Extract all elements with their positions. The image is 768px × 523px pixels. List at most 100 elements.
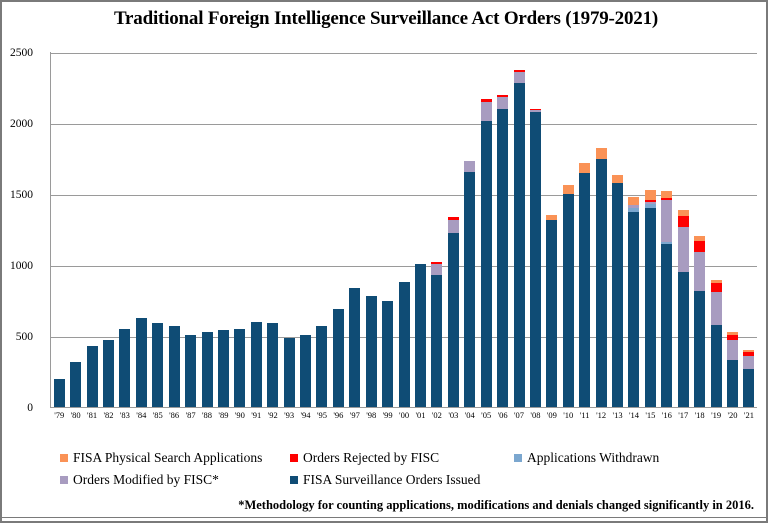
bar-stack bbox=[168, 326, 180, 407]
bar-column[interactable] bbox=[445, 52, 461, 407]
x-axis-tick-label: '94 bbox=[300, 410, 311, 420]
legend-item[interactable]: Applications Withdrawn bbox=[514, 450, 659, 466]
bar-segment bbox=[661, 200, 673, 242]
bar-column[interactable] bbox=[133, 52, 149, 407]
bar-stack bbox=[217, 330, 229, 407]
bar-column[interactable] bbox=[577, 52, 593, 407]
chart-title: Traditional Foreign Intelligence Surveil… bbox=[113, 8, 658, 29]
bar-column[interactable] bbox=[544, 52, 560, 407]
x-axis-tick-label: '01 bbox=[415, 410, 426, 420]
bar-stack bbox=[283, 338, 295, 407]
bar-column[interactable] bbox=[379, 52, 395, 407]
bar-stack bbox=[267, 323, 279, 407]
legend-item[interactable]: FISA Surveillance Orders Issued bbox=[290, 472, 480, 488]
bar-segment bbox=[743, 355, 755, 369]
bar-segment bbox=[529, 108, 541, 111]
bar-segment bbox=[382, 300, 394, 407]
bar-segment bbox=[710, 279, 722, 284]
bar-column[interactable] bbox=[51, 52, 67, 407]
bar-column[interactable] bbox=[691, 52, 707, 407]
bar-segment bbox=[562, 194, 574, 407]
gridline bbox=[50, 195, 757, 196]
x-axis-tick-label: '88 bbox=[201, 410, 213, 420]
bar-column[interactable] bbox=[281, 52, 297, 407]
bar-column[interactable] bbox=[527, 52, 543, 407]
bar-column[interactable] bbox=[166, 52, 182, 407]
bar-stack bbox=[431, 262, 443, 407]
x-axis-tick-label: '21 bbox=[743, 410, 754, 420]
bar-segment bbox=[283, 338, 295, 407]
bar-column[interactable] bbox=[609, 52, 625, 407]
bar-segment bbox=[612, 183, 624, 407]
bar-stack bbox=[250, 321, 262, 407]
bar-column[interactable] bbox=[741, 52, 757, 407]
bar-segment bbox=[185, 334, 197, 407]
x-axis-tick-label: '96 bbox=[333, 410, 344, 420]
bar-column[interactable] bbox=[150, 52, 166, 407]
x-axis-tick-label: '03 bbox=[448, 410, 459, 420]
bar-column[interactable] bbox=[642, 52, 658, 407]
bar-column[interactable] bbox=[100, 52, 116, 407]
bar-segment bbox=[694, 235, 706, 241]
bar-column[interactable] bbox=[314, 52, 330, 407]
bar-segment bbox=[677, 227, 689, 273]
bar-stack bbox=[562, 184, 574, 407]
bar-column[interactable] bbox=[412, 52, 428, 407]
bar-stack bbox=[382, 300, 394, 407]
legend-label: FISA Surveillance Orders Issued bbox=[303, 472, 481, 487]
x-axis-tick-label: '12 bbox=[596, 410, 607, 420]
bar-stack bbox=[694, 235, 706, 407]
bar-segment bbox=[743, 351, 755, 356]
x-axis-tick-label: '98 bbox=[366, 410, 377, 420]
bar-stack bbox=[727, 331, 738, 407]
bar-segment bbox=[628, 211, 640, 407]
chart-legend: FISA Physical Search Applications Orders … bbox=[2, 448, 768, 490]
x-axis-tick-label: '90 bbox=[234, 410, 245, 420]
bar-column[interactable] bbox=[182, 52, 198, 407]
x-axis-tick-label: '10 bbox=[563, 410, 574, 420]
bar-column[interactable] bbox=[478, 52, 494, 407]
bar-column[interactable] bbox=[117, 52, 133, 407]
bar-column[interactable] bbox=[560, 52, 576, 407]
bar-segment bbox=[546, 214, 558, 220]
bar-segment bbox=[480, 98, 492, 103]
plot-wrapper: 0 500 1000 1500 2000 2500 bbox=[10, 47, 757, 414]
bar-column[interactable] bbox=[232, 52, 248, 407]
bar-column[interactable] bbox=[708, 52, 724, 407]
bar-column[interactable] bbox=[67, 52, 83, 407]
gridline bbox=[50, 266, 757, 267]
bar-stack bbox=[447, 217, 459, 407]
x-axis-tick-label: '81 bbox=[87, 410, 98, 420]
gridline bbox=[50, 53, 757, 54]
bar-column[interactable] bbox=[264, 52, 280, 407]
bar-segment bbox=[70, 361, 82, 407]
bar-segment bbox=[612, 174, 624, 184]
x-axis-tick-label: '00 bbox=[399, 410, 410, 420]
bar-column[interactable] bbox=[215, 52, 231, 407]
bar-column[interactable] bbox=[659, 52, 675, 407]
bar-column[interactable] bbox=[429, 52, 445, 407]
bar-segment bbox=[595, 147, 607, 160]
bar-column[interactable] bbox=[347, 52, 363, 407]
y-axis-tick-label: 2500 bbox=[10, 47, 33, 59]
legend-item[interactable]: Orders Modified by FISC* bbox=[60, 472, 219, 488]
bar-column[interactable] bbox=[675, 52, 691, 407]
bar-stack bbox=[743, 349, 755, 407]
bar-column[interactable] bbox=[199, 52, 215, 407]
bar-column[interactable] bbox=[494, 52, 510, 407]
bar-column[interactable] bbox=[330, 52, 346, 407]
bar-column[interactable] bbox=[462, 52, 478, 407]
bar-column[interactable] bbox=[84, 52, 100, 407]
bar-column[interactable] bbox=[363, 52, 379, 407]
bar-column[interactable] bbox=[626, 52, 642, 407]
bar-column[interactable] bbox=[396, 52, 412, 407]
bar-column[interactable] bbox=[724, 52, 740, 407]
bar-column[interactable] bbox=[248, 52, 264, 407]
bar-column[interactable] bbox=[511, 52, 527, 407]
legend-item[interactable]: FISA Physical Search Applications bbox=[60, 450, 262, 466]
bar-column[interactable] bbox=[297, 52, 313, 407]
bar-column[interactable] bbox=[593, 52, 609, 407]
legend-item[interactable]: Orders Rejected by FISC bbox=[290, 450, 439, 466]
bar-segment bbox=[710, 324, 722, 407]
legend-swatch bbox=[60, 454, 68, 462]
